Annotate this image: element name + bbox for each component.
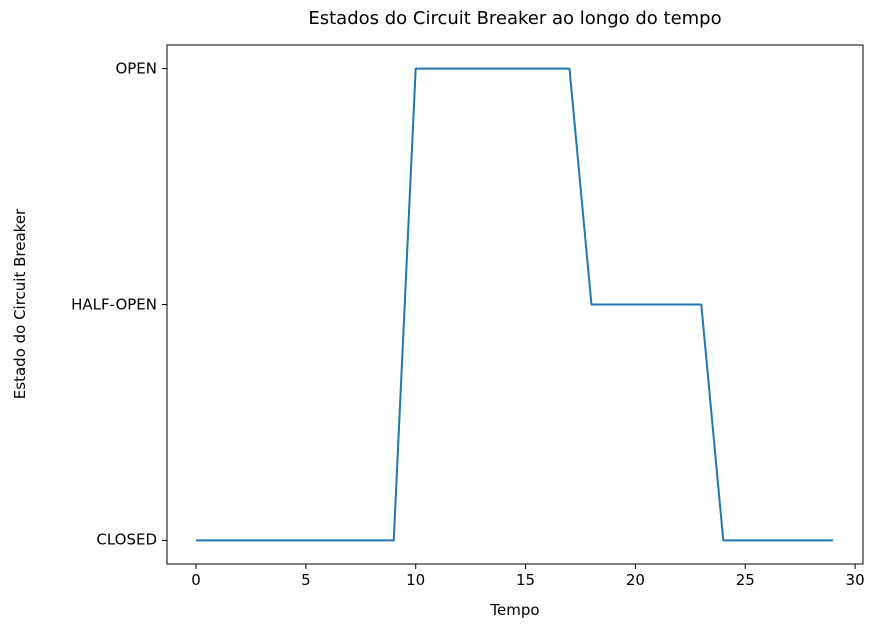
y-tick-label: OPEN [115,59,157,78]
x-tick-label: 0 [191,571,201,589]
x-axis-label: Tempo [490,601,540,619]
y-tick-label: HALF-OPEN [71,295,157,313]
axes-frame [166,44,864,565]
y-tick-label: CLOSED [96,530,157,549]
x-tick-label: 30 [845,571,865,589]
x-tick-label: 25 [735,571,755,589]
series-line [196,67,834,542]
x-tick-label: 20 [625,571,645,589]
x-tick-label: 15 [515,571,536,589]
x-tick-label: 10 [406,571,426,589]
chart-title: Estados do Circuit Breaker ao longo do t… [308,8,722,29]
x-tick-label: 5 [301,571,311,589]
